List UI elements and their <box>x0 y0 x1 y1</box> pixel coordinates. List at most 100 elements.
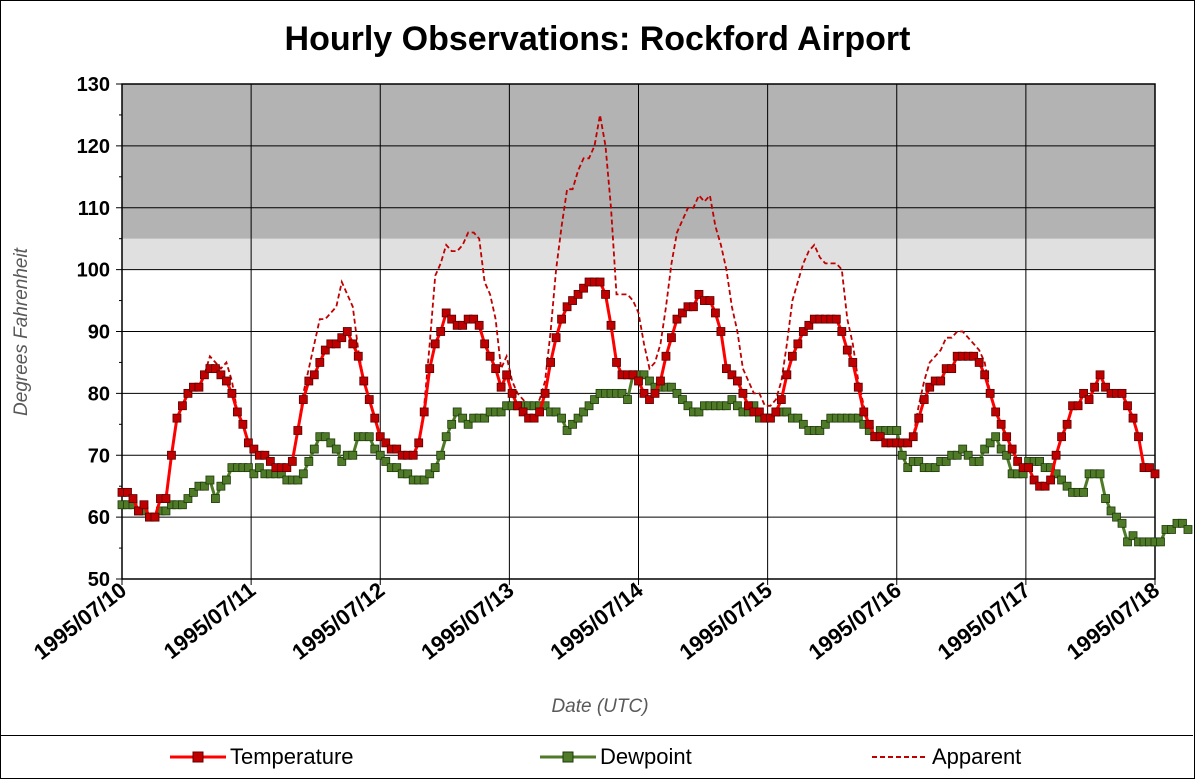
data-point-temperature <box>672 314 682 324</box>
data-point-temperature <box>974 358 984 367</box>
data-point-temperature <box>754 407 764 417</box>
data-point-dewpoint <box>304 457 314 466</box>
data-point-dewpoint <box>331 444 341 454</box>
data-point-temperature <box>287 457 297 466</box>
data-point-temperature <box>1057 432 1066 442</box>
data-point-temperature <box>211 364 220 374</box>
data-point-dewpoint <box>1183 525 1193 534</box>
data-point-temperature <box>645 395 654 404</box>
data-point-temperature <box>529 413 539 423</box>
data-point-dewpoint <box>1002 450 1012 460</box>
data-point-dewpoint <box>1156 537 1165 547</box>
data-point-temperature <box>1024 463 1034 473</box>
data-point-temperature <box>733 376 742 386</box>
data-point-dewpoint <box>930 463 940 473</box>
data-point-dewpoint <box>430 463 440 473</box>
data-point-temperature <box>1007 444 1017 454</box>
data-point-temperature <box>282 463 292 473</box>
data-point-temperature <box>1079 388 1088 398</box>
legend-swatch-dewpoint <box>540 748 596 766</box>
data-point-temperature <box>178 401 187 411</box>
data-point-temperature <box>320 345 330 355</box>
data-point-temperature <box>1002 432 1012 442</box>
data-point-temperature <box>667 333 676 343</box>
data-point-temperature <box>238 419 248 429</box>
data-point-temperature <box>782 370 792 380</box>
legend: Temperature Dewpoint Apparent <box>0 735 1193 778</box>
x-axis-label: Date (UTC) <box>551 696 649 717</box>
data-point-dewpoint <box>496 407 506 417</box>
data-point-dewpoint <box>441 432 451 442</box>
y-tick-label: 100 <box>77 260 110 282</box>
x-tick-label: 1995/07/15 <box>675 577 777 664</box>
legend-item-dewpoint: Dewpoint <box>540 736 692 778</box>
data-point-temperature <box>804 320 814 330</box>
data-point-dewpoint <box>573 413 583 423</box>
data-point-dewpoint <box>694 407 704 417</box>
data-point-dewpoint <box>551 407 561 417</box>
legend-swatch-temperature <box>170 748 226 766</box>
data-point-dewpoint <box>683 401 693 411</box>
data-point-dewpoint <box>254 463 264 473</box>
data-point-temperature <box>601 289 610 299</box>
data-point-temperature <box>568 296 577 305</box>
data-point-temperature <box>612 358 621 367</box>
data-point-temperature <box>771 407 781 417</box>
data-point-temperature <box>925 382 935 392</box>
data-point-dewpoint <box>952 450 962 460</box>
data-point-temperature <box>315 358 325 367</box>
data-point-temperature <box>634 376 643 386</box>
data-point-temperature <box>738 388 748 398</box>
data-point-temperature <box>408 450 418 460</box>
data-point-dewpoint <box>392 463 402 473</box>
data-point-temperature <box>150 512 160 522</box>
data-point-temperature <box>716 327 726 336</box>
data-point-temperature <box>249 444 259 454</box>
data-point-temperature <box>996 419 1006 429</box>
data-point-dewpoint <box>991 432 1001 442</box>
data-point-temperature <box>430 339 440 349</box>
data-point-temperature <box>496 382 506 392</box>
data-point-temperature <box>540 388 550 398</box>
data-point-temperature <box>562 302 572 312</box>
data-point-temperature <box>183 388 193 398</box>
x-tick-label: 1995/07/16 <box>804 577 906 664</box>
data-point-dewpoint <box>293 475 303 485</box>
data-point-temperature <box>991 407 1001 417</box>
data-point-temperature <box>722 364 731 374</box>
data-point-temperature <box>502 370 512 380</box>
data-point-dewpoint <box>996 444 1006 454</box>
data-point-dewpoint <box>584 401 594 411</box>
data-point-temperature <box>123 487 132 497</box>
data-point-dewpoint <box>903 463 913 473</box>
data-point-temperature <box>419 407 429 417</box>
data-point-dewpoint <box>733 401 742 411</box>
data-point-temperature <box>650 388 660 398</box>
data-point-temperature <box>1117 388 1127 398</box>
legend-label-apparent: Apparent <box>932 744 1022 769</box>
data-point-temperature <box>875 432 885 442</box>
data-point-dewpoint <box>958 444 968 454</box>
data-point-temperature <box>337 333 347 343</box>
data-point-temperature <box>573 289 583 299</box>
data-point-temperature <box>551 333 561 343</box>
data-point-temperature <box>161 494 171 503</box>
data-point-dewpoint <box>337 457 347 466</box>
data-point-temperature <box>914 413 924 423</box>
data-point-dewpoint <box>249 469 259 479</box>
data-point-temperature <box>980 370 990 380</box>
data-point-dewpoint <box>985 438 995 448</box>
data-point-temperature <box>765 413 775 423</box>
data-point-temperature <box>842 345 852 355</box>
data-point-temperature <box>1029 475 1039 485</box>
data-point-temperature <box>936 376 946 386</box>
data-point-temperature <box>694 289 704 299</box>
data-point-dewpoint <box>815 426 825 435</box>
data-point-dewpoint <box>1101 494 1110 503</box>
data-point-dewpoint <box>200 481 209 491</box>
data-point-dewpoint <box>793 413 803 423</box>
legend-item-temperature: Temperature <box>170 736 354 778</box>
data-point-temperature <box>172 413 182 423</box>
data-point-temperature <box>342 327 352 336</box>
data-point-dewpoint <box>782 407 792 417</box>
